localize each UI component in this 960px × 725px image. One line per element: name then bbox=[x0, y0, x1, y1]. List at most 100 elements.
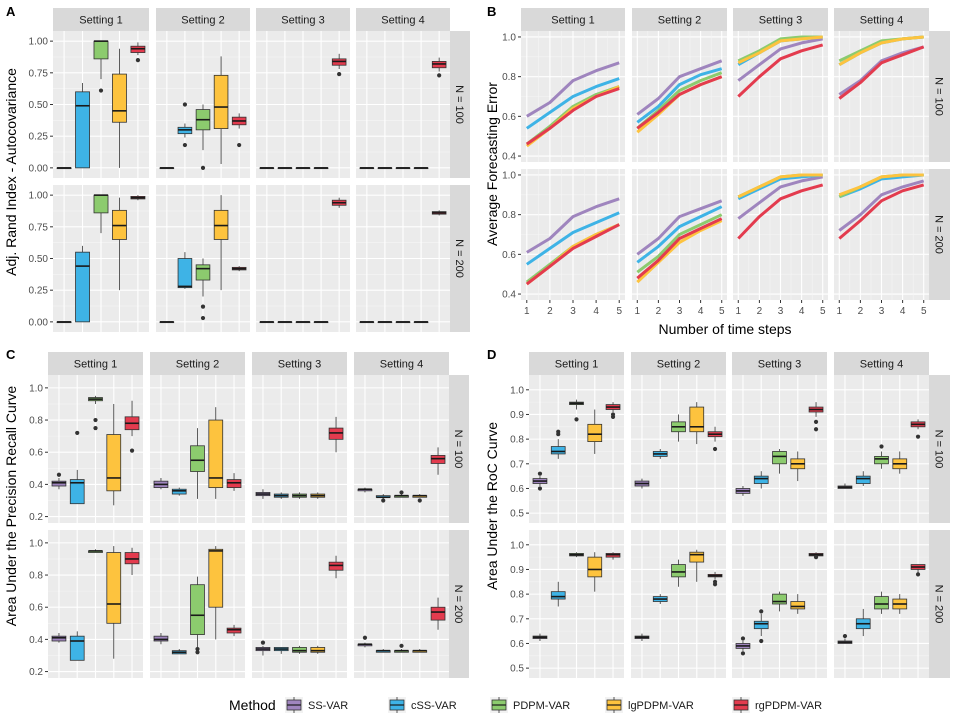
series-line-rgpdpm-var bbox=[525, 223, 620, 286]
boxplot-css-var bbox=[855, 471, 871, 486]
boxplot-rgpdpm-var bbox=[430, 597, 446, 630]
y-tick-label: 0.00 bbox=[29, 317, 49, 328]
facet-col-label: Setting 2 bbox=[176, 359, 219, 371]
series-line-rgpdpm-var bbox=[838, 45, 925, 100]
boxplot-css-var bbox=[375, 649, 391, 653]
boxplot-css-var bbox=[177, 102, 193, 148]
series-line-pdpm-var bbox=[636, 213, 723, 274]
boxplot-ss-var bbox=[255, 640, 271, 656]
box bbox=[213, 74, 229, 129]
y-tick-label: 1.0 bbox=[510, 385, 524, 396]
boxplot-pdpm-var bbox=[874, 444, 889, 469]
boxplot-ss-var bbox=[51, 472, 67, 490]
boxplot-pdpm-var bbox=[195, 258, 211, 321]
facet-row-label: N = 200 bbox=[453, 239, 465, 278]
boxplot-css-var bbox=[753, 609, 769, 644]
legend-label: PDPM-VAR bbox=[513, 700, 570, 712]
boxplot-ss-var bbox=[56, 321, 72, 324]
y-tick-label: 0.4 bbox=[29, 480, 43, 491]
boxplot-lgpdpm-var bbox=[689, 402, 705, 445]
boxplot-lgpdpm-var bbox=[313, 321, 329, 324]
facet-strip bbox=[150, 352, 245, 375]
facet-panel bbox=[834, 375, 929, 523]
facet-panel bbox=[529, 375, 624, 523]
panel-letter: C bbox=[6, 347, 16, 362]
boxplot-css-var bbox=[273, 647, 289, 654]
boxplot-pdpm-var bbox=[292, 645, 307, 654]
x-axis-label: Number of time steps bbox=[658, 321, 791, 337]
y-tick-label: 0.5 bbox=[510, 509, 524, 520]
boxplot-ss-var bbox=[634, 478, 650, 489]
box bbox=[292, 647, 307, 653]
boxplot-pdpm-var bbox=[874, 591, 889, 614]
outlier-point bbox=[135, 58, 141, 63]
boxplot-css-var bbox=[177, 252, 193, 289]
boxplot-rgpdpm-var bbox=[910, 564, 926, 577]
y-tick-label: 1.00 bbox=[29, 191, 49, 202]
facet-row-label: N = 100 bbox=[452, 430, 464, 469]
y-tick-label: 1.0 bbox=[502, 170, 516, 181]
boxplot-css-var bbox=[273, 492, 289, 499]
facet-col-label: Setting 3 bbox=[278, 359, 321, 371]
facet-strip bbox=[521, 8, 625, 31]
x-tick-label: 3 bbox=[570, 306, 576, 317]
boxplot-pdpm-var bbox=[394, 643, 409, 653]
series-line-rgpdpm-var bbox=[636, 217, 723, 280]
boxplot-css-var bbox=[377, 321, 393, 324]
facet-panel bbox=[156, 31, 250, 178]
facet-col-label: Setting 1 bbox=[551, 15, 594, 27]
series-line-rgpdpm-var bbox=[838, 183, 925, 240]
legend-item: PDPM-VAR bbox=[490, 697, 570, 713]
boxplot-ss-var bbox=[837, 633, 853, 644]
facet-col-label: Setting 4 bbox=[380, 359, 423, 371]
facet-panel bbox=[834, 31, 929, 162]
outlier-point bbox=[813, 555, 819, 560]
outlier-point bbox=[200, 315, 206, 321]
facet-panel bbox=[733, 169, 828, 300]
y-tick-label: 0.25 bbox=[29, 286, 49, 297]
boxplot-lgpdpm-var bbox=[892, 451, 908, 474]
box bbox=[226, 627, 242, 634]
outlier-point bbox=[56, 472, 62, 477]
boxplot-rgpdpm-var bbox=[328, 555, 344, 579]
facet-panel bbox=[632, 31, 727, 162]
box bbox=[328, 427, 344, 440]
x-tick-label: 5 bbox=[616, 306, 622, 317]
facet-strip bbox=[156, 8, 250, 31]
boxplot-ss-var bbox=[255, 489, 271, 499]
panel-c: C Area Under the Precision Recall Curve Se… bbox=[3, 347, 469, 678]
outlier-point bbox=[712, 446, 718, 452]
y-tick-label: 0.8 bbox=[510, 590, 524, 601]
panel-a: A Adj. Rand Index - Autocovariance Setting… bbox=[3, 4, 470, 332]
facet-col-label: Setting 4 bbox=[860, 359, 903, 371]
outlier-point bbox=[98, 88, 104, 93]
boxplot-pdpm-var bbox=[195, 104, 211, 170]
box bbox=[190, 445, 205, 472]
boxplot-ss-var bbox=[357, 635, 373, 648]
boxplot-ss-var bbox=[259, 321, 275, 324]
facet-panel bbox=[256, 185, 350, 332]
facet-strip bbox=[449, 530, 469, 678]
outlier-point bbox=[610, 412, 616, 417]
boxplot-rgpdpm-var bbox=[430, 447, 446, 475]
boxplot-lgpdpm-var bbox=[106, 403, 122, 506]
facet-strip bbox=[929, 530, 950, 678]
x-tick-label: 4 bbox=[799, 306, 805, 317]
y-tick-label: 0.75 bbox=[29, 222, 49, 233]
boxplot-lgpdpm-var bbox=[112, 197, 127, 291]
box bbox=[310, 647, 326, 653]
boxplot-lgpdpm-var bbox=[106, 546, 122, 659]
box bbox=[587, 556, 603, 578]
facet-panel bbox=[732, 530, 827, 678]
x-tick-label: 1 bbox=[524, 306, 530, 317]
series-line-lgpdpm-var bbox=[838, 173, 924, 197]
box bbox=[171, 488, 187, 495]
y-tick-label: 1.0 bbox=[510, 540, 524, 551]
boxplot-lgpdpm-var bbox=[112, 48, 127, 168]
boxplot-lgpdpm-var bbox=[689, 549, 705, 582]
facet-panel bbox=[150, 375, 245, 523]
legend-item: lgPDPM-VAR bbox=[605, 697, 694, 713]
series-line-lgpdpm-var bbox=[636, 219, 723, 284]
outlier-point bbox=[399, 643, 404, 648]
box bbox=[124, 552, 140, 565]
